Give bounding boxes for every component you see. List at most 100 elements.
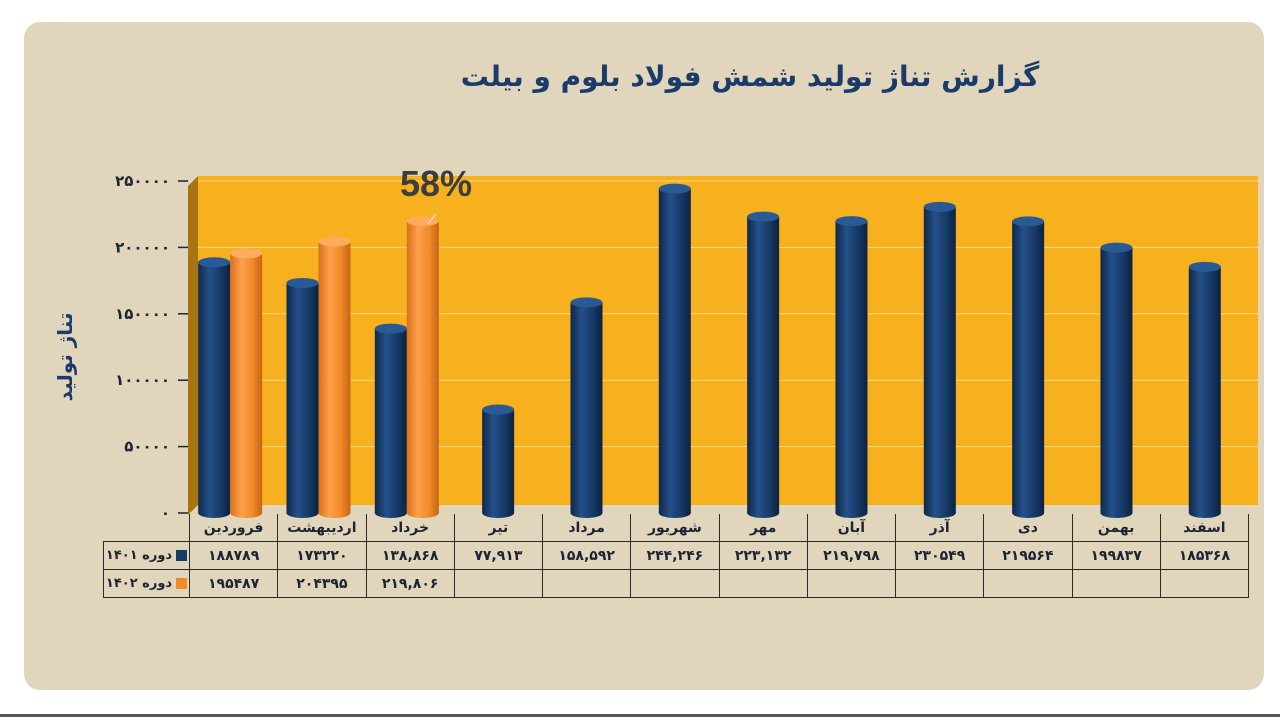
bar-1401-4 (570, 297, 603, 518)
annotation-pointer (427, 213, 437, 225)
value-1401: ۱۸۵۳۶۸ (1159, 541, 1250, 570)
value-1401: ۲۱۹۵۶۴ (983, 541, 1073, 570)
bar-1401-5-body (658, 188, 691, 514)
value-1401: ۲۲۳,۱۳۲ (718, 541, 808, 570)
value-1401: ۱۳۸,۸۶۸ (365, 541, 455, 570)
bar-1401-6 (747, 211, 780, 518)
bar-1402-2 (406, 216, 439, 518)
y-tick-label: ۲۰۰۰۰۰ (115, 238, 170, 256)
series-row-1401: دوره ۱۴۰۱ ۱۸۸۷۸۹ ۱۷۳۲۲۰ ۱۳۸,۸۶۸ ۷۷,۹۱۳ ۱۵۸,۵… (103, 541, 1250, 570)
legend-swatch-1402 (176, 578, 188, 589)
value-1401: ۱۷۳۲۲۰ (277, 541, 367, 570)
percent-annotation: 58% (400, 163, 473, 204)
y-tick-label: ۱۰۰۰۰۰ (115, 371, 170, 389)
bar-1402-2-cap (406, 216, 439, 227)
plot-area (198, 176, 1258, 505)
value-1402 (718, 569, 808, 598)
category-row: فروردین اردیبهشت خرداد تیر مرداد شهریور مهر آبا… (104, 514, 1250, 542)
bar-1401-6-body (747, 216, 780, 513)
bar-1402-1 (318, 236, 351, 518)
bar-1401-11-body (1188, 266, 1221, 513)
value-1402 (1071, 569, 1161, 598)
bar-1401-4-body (570, 302, 603, 513)
bar-1401-1-body (286, 282, 319, 513)
bar-1401-1-cap (286, 277, 319, 288)
category-label: اسفند (1159, 514, 1250, 542)
legend-entry-1402: دوره ۱۴۰۲ (103, 569, 190, 598)
value-1402 (806, 569, 897, 598)
bar-1401-9-body (1012, 221, 1045, 513)
bar-1401-8-cap (923, 201, 956, 212)
value-1401: ۲۳۰۵۴۹ (894, 541, 985, 570)
category-label: دی (983, 514, 1073, 542)
bar-1401-6-cap (747, 211, 780, 222)
chart-title: گزارش تناژ تولید شمش فولاد بلوم و بیلت (460, 60, 1040, 93)
value-1402 (541, 569, 632, 598)
legend-label-1402: دوره ۱۴۰۲ (105, 576, 173, 591)
bar-1402-0 (230, 248, 263, 518)
value-1402 (453, 569, 544, 598)
bar-1401-10-cap (1100, 242, 1133, 253)
value-1402 (894, 569, 985, 598)
bar-1401-4-cap (570, 297, 603, 308)
value-1402: ۱۹۵۴۸۷ (188, 569, 279, 598)
category-label: آذر (894, 514, 985, 542)
value-1402 (630, 569, 720, 598)
legend-swatch-1401 (176, 550, 188, 561)
category-label: شهریور (630, 514, 720, 542)
y-tick-label: ۱۵۰۰۰۰ (115, 305, 170, 323)
bar-1402-0-cap (230, 248, 263, 259)
bar-1401-8-body (923, 206, 956, 513)
bar-1402-1-body (318, 241, 351, 513)
bar-1401-10-body (1100, 247, 1133, 514)
plot-side-wall (188, 176, 198, 515)
bar-1401-2-body (374, 328, 407, 513)
bar-1401-0-cap (198, 257, 231, 268)
bar-1401-7-cap (835, 216, 868, 227)
category-label: مهر (718, 514, 808, 542)
bar-1401-7-body (835, 221, 868, 513)
bar-1401-11-cap (1188, 261, 1221, 272)
bar-1402-2-body (406, 221, 439, 513)
bar-1401-7 (835, 216, 868, 518)
category-label: فروردین (188, 514, 279, 542)
value-1401: ۷۷,۹۱۳ (453, 541, 544, 570)
category-label: تیر (453, 514, 544, 542)
category-label: خرداد (365, 514, 455, 542)
bar-1401-3-body (482, 409, 515, 513)
bar-1401-0-body (198, 262, 231, 513)
value-1401: ۲۱۹,۷۹۸ (806, 541, 897, 570)
bar-1401-11 (1188, 261, 1221, 518)
bar-1401-5 (658, 183, 691, 518)
bar-1401-0 (198, 257, 231, 518)
legend-label-1401: دوره ۱۴۰۱ (105, 548, 173, 563)
series-row-1402: دوره ۱۴۰۲ ۱۹۵۴۸۷ ۲۰۴۳۹۵ ۲۱۹,۸۰۶ (103, 569, 1250, 598)
y-tick-label: ۲۵۰۰۰۰ (115, 172, 170, 190)
bar-1401-3-cap (482, 404, 515, 415)
bar-1401-2-cap (374, 323, 407, 334)
value-1401: ۱۵۸,۵۹۲ (541, 541, 632, 570)
value-1401: ۱۹۹۸۳۷ (1071, 541, 1161, 570)
bottom-divider (0, 714, 1280, 717)
y-tick-label: ۰ (161, 504, 170, 522)
value-1401: ۱۸۸۷۸۹ (188, 541, 279, 570)
value-1402: ۲۱۹,۸۰۶ (365, 569, 455, 598)
bar-1401-9-cap (1012, 216, 1045, 227)
category-label: آبان (806, 514, 897, 542)
category-label: مرداد (541, 514, 632, 542)
bar-1401-2 (374, 323, 407, 518)
category-label: بهمن (1071, 514, 1161, 542)
value-1402 (983, 569, 1073, 598)
value-1401: ۲۴۴,۲۴۶ (630, 541, 720, 570)
bar-1401-3 (482, 404, 515, 518)
bar-1402-0-body (230, 253, 263, 514)
y-axis-label: تناژ تولید (53, 312, 77, 402)
y-tick-label: ۵۰۰۰۰ (124, 438, 170, 456)
value-1402 (1159, 569, 1250, 598)
table-corner (104, 514, 190, 542)
data-table: فروردین اردیبهشت خرداد تیر مرداد شهریور مهر آبا… (103, 514, 1250, 598)
bar-1402-1-cap (318, 236, 351, 247)
category-label: اردیبهشت (277, 514, 367, 542)
bar-1401-9 (1012, 216, 1045, 518)
